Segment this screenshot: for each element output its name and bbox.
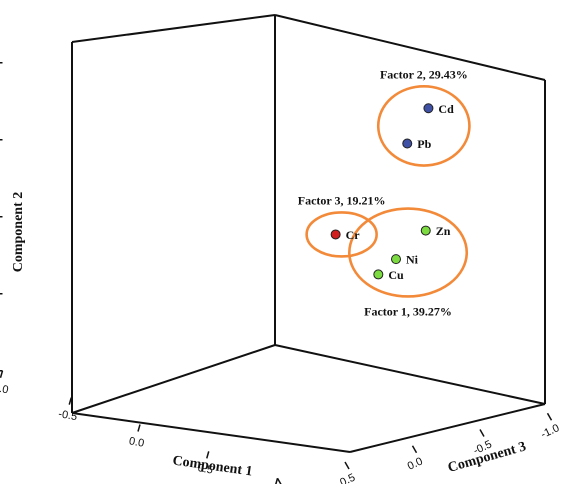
x-tick-label: 0.0 — [128, 435, 145, 449]
x-tick-mark — [68, 397, 72, 405]
z-tick-label: 0.5 — [338, 472, 357, 484]
box-edge — [349, 403, 546, 453]
group-ellipse — [305, 211, 378, 258]
data-point — [330, 229, 341, 240]
point-label: Zn — [436, 224, 451, 238]
y-axis-title: Component 2 — [11, 192, 26, 273]
data-point — [423, 103, 434, 114]
z-tick-label: 0.0 — [406, 455, 425, 472]
point-label: Ni — [406, 253, 419, 267]
z-tick-mark — [411, 445, 418, 454]
factor-label: Factor 2, 29.43% — [380, 67, 468, 81]
data-point — [402, 138, 413, 149]
point-label: Cd — [438, 102, 454, 116]
x-tick-mark — [137, 424, 141, 432]
group-outlines — [305, 84, 471, 298]
z-tick-mark — [546, 412, 553, 421]
x-tick-mark — [206, 451, 210, 459]
x-tick-label: 0.5 — [197, 462, 214, 476]
x-axis-title: Component 1 — [172, 454, 254, 480]
box-edge — [71, 14, 276, 43]
data-point — [373, 269, 384, 280]
x-tick-label: -0.5 — [57, 408, 78, 423]
z-tick-mark — [276, 477, 283, 486]
z-tick-label: -1.0 — [539, 422, 561, 441]
group-ellipse — [348, 207, 469, 298]
point-label: Cr — [346, 228, 361, 242]
box-edge — [71, 344, 276, 414]
box-edge — [274, 14, 546, 81]
data-point — [391, 254, 401, 265]
data-point — [420, 225, 431, 236]
box-frame — [71, 14, 546, 453]
group-ellipse — [376, 84, 471, 167]
point-label: Cu — [388, 268, 404, 282]
box-edge — [71, 412, 351, 453]
y-axis-ticks: -1.0-0.50.00.51.0 — [0, 62, 3, 372]
factor-label: Factor 3, 19.21% — [298, 193, 386, 207]
x-tick-label: -1.0 — [0, 381, 9, 396]
factor-labels: Factor 1, 39.27% Factor 2, 29.43% Factor 3… — [298, 67, 468, 318]
box-edge — [274, 344, 546, 405]
x-tick-mark — [0, 370, 4, 378]
factor-label: Factor 1, 39.27% — [364, 304, 452, 318]
z-tick-mark — [479, 429, 485, 437]
x-axis-ticks: -1.0-0.50.00.51.0 — [0, 370, 279, 486]
point-label: Pb — [417, 137, 431, 151]
z-tick-mark — [344, 461, 350, 470]
